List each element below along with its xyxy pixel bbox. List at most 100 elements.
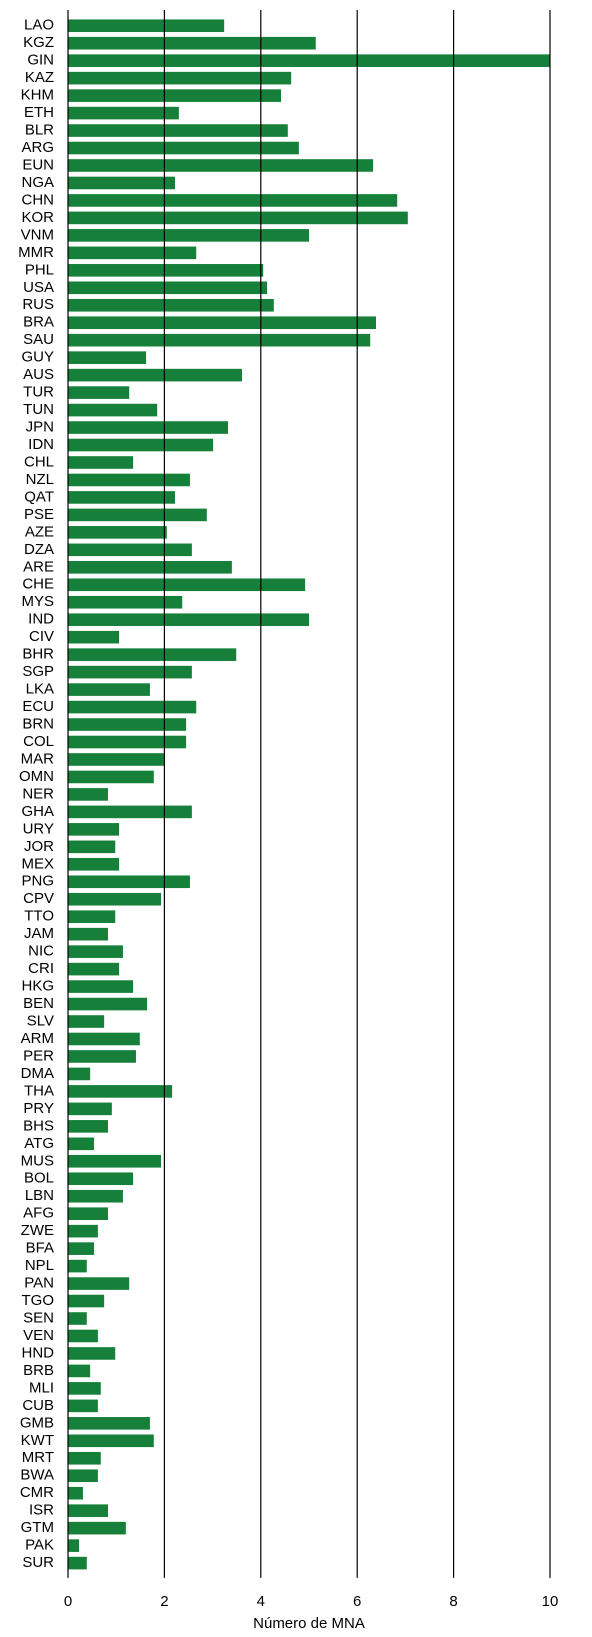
- y-tick-label: GMB: [20, 1414, 54, 1431]
- bar: [68, 1067, 91, 1081]
- bar: [68, 1102, 112, 1116]
- x-tick-label: 2: [160, 1593, 168, 1610]
- bar: [68, 595, 183, 609]
- x-tick-label: 10: [542, 1593, 559, 1610]
- y-tick-label: LKA: [26, 681, 54, 698]
- y-tick-label: AZE: [25, 523, 54, 540]
- y-tick-label: ARM: [21, 1030, 54, 1047]
- bar: [68, 1451, 101, 1465]
- bar: [68, 491, 176, 504]
- x-tick-label: 0: [64, 1593, 72, 1610]
- y-tick-label: THA: [24, 1082, 54, 1099]
- y-tick-label: PNG: [21, 873, 54, 890]
- y-tick-label: TTO: [24, 908, 54, 925]
- y-tick-label: SLV: [27, 1012, 54, 1029]
- bar: [68, 997, 148, 1011]
- bar: [68, 298, 274, 312]
- y-tick-label: IDN: [28, 436, 54, 453]
- bar: [68, 456, 134, 469]
- bar: [68, 718, 187, 731]
- bar: [68, 735, 187, 749]
- y-tick-label: MRT: [22, 1449, 54, 1466]
- bar: [68, 1434, 154, 1448]
- y-tick-label: ARG: [21, 139, 54, 156]
- bar: [68, 980, 134, 993]
- y-tick-label: NZL: [26, 471, 54, 488]
- bar: [68, 386, 130, 399]
- bar: [68, 71, 292, 85]
- bar: [68, 648, 237, 661]
- bar: [68, 281, 268, 295]
- x-axis-label: Número de MNA: [253, 1615, 365, 1632]
- y-tick-label: QAT: [24, 488, 54, 505]
- bar: [68, 1521, 126, 1535]
- y-tick-label: KWT: [21, 1432, 54, 1449]
- y-tick-label: BOL: [24, 1170, 54, 1187]
- bar: [68, 630, 120, 644]
- y-tick-label: KGZ: [23, 34, 54, 51]
- y-tick-label: TUN: [23, 401, 54, 418]
- bar: [68, 1242, 95, 1255]
- y-tick-label: CHN: [22, 191, 55, 208]
- y-tick-label: TUR: [23, 384, 54, 401]
- bar: [68, 473, 190, 487]
- bar: [68, 124, 288, 137]
- y-tick-label: NPL: [25, 1257, 54, 1274]
- bar: [68, 962, 120, 976]
- bar: [68, 351, 147, 364]
- y-tick-label: OMN: [19, 768, 54, 785]
- y-tick-label: SGP: [22, 663, 54, 680]
- y-tick-label: ATG: [24, 1135, 54, 1152]
- bar: [68, 945, 123, 958]
- y-tick-label: VEN: [23, 1327, 54, 1344]
- bar: [68, 1399, 98, 1413]
- bar: [68, 910, 116, 924]
- y-tick-label: MMR: [18, 244, 54, 261]
- bar: [68, 1417, 150, 1430]
- y-tick-label: DMA: [21, 1065, 54, 1082]
- bar: [68, 1189, 123, 1203]
- y-tick-label: NGA: [21, 174, 54, 191]
- y-tick-label: BLR: [25, 122, 54, 139]
- bar: [68, 1172, 134, 1186]
- y-tick-label: ECU: [22, 698, 54, 715]
- y-tick-label: BHR: [22, 646, 54, 663]
- bar: [68, 1050, 136, 1063]
- bar: [68, 1120, 109, 1133]
- y-tick-label: BRA: [23, 314, 54, 331]
- bar: [68, 805, 192, 819]
- bar: [68, 1032, 140, 1046]
- bar: [68, 333, 371, 347]
- bar: [68, 857, 120, 871]
- bar: [68, 1154, 162, 1168]
- bar: [68, 578, 306, 592]
- y-tick-label: KAZ: [25, 69, 54, 86]
- y-tick-label: MEX: [21, 855, 54, 872]
- bar: [68, 1382, 101, 1395]
- bar: [68, 1312, 87, 1325]
- y-tick-label: JAM: [24, 925, 54, 942]
- y-tick-label: CRI: [28, 960, 54, 977]
- bar: [68, 875, 190, 889]
- y-tick-label: PAN: [24, 1275, 54, 1292]
- bar: [68, 526, 167, 539]
- bar: [68, 561, 232, 574]
- y-tick-label: SEN: [23, 1309, 54, 1326]
- y-tick-label: CHE: [22, 576, 54, 593]
- x-tick-label: 6: [353, 1593, 361, 1610]
- y-tick-label: DZA: [24, 541, 54, 558]
- bar: [68, 823, 120, 836]
- bar: [68, 1085, 173, 1098]
- bar: [68, 1224, 98, 1238]
- bar: [68, 1259, 87, 1273]
- bar: [68, 141, 299, 155]
- y-tick-label: PER: [23, 1047, 54, 1064]
- y-tick-label: VNM: [21, 226, 54, 243]
- y-tick-label: HND: [22, 1344, 55, 1361]
- bar: [68, 1486, 83, 1500]
- bar: [68, 1137, 95, 1151]
- y-tick-label: ZWE: [21, 1222, 54, 1239]
- bar: [68, 892, 162, 906]
- y-tick-label: KOR: [21, 209, 54, 226]
